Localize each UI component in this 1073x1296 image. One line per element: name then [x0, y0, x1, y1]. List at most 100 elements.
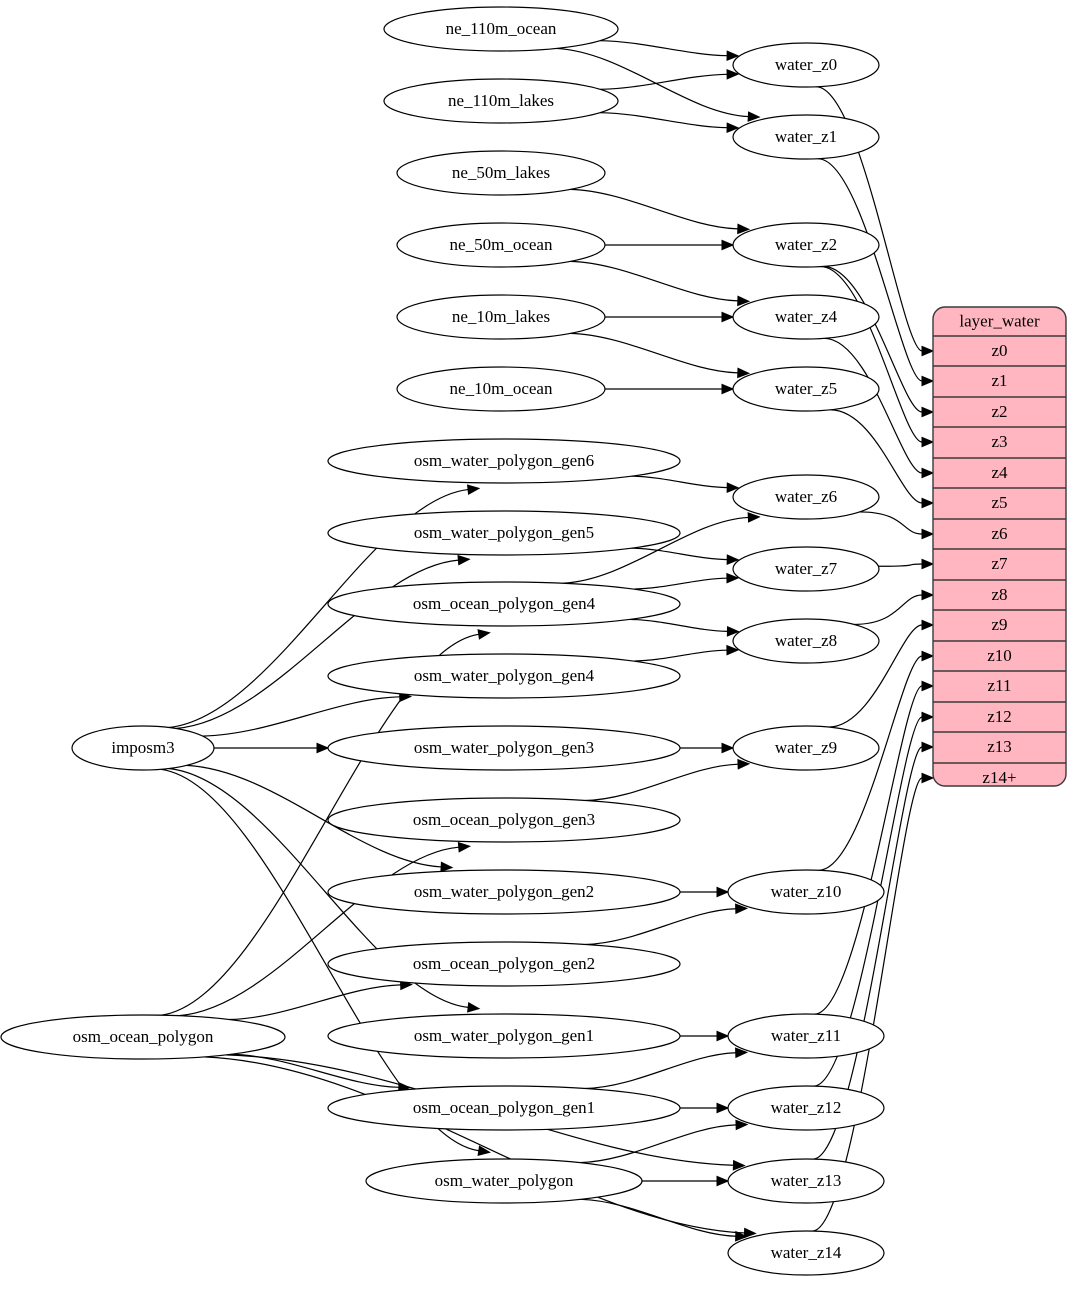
- edge-arrowhead: [921, 406, 935, 418]
- node-label: water_z5: [775, 379, 837, 398]
- table-row[interactable]: z2: [933, 396, 1066, 421]
- node-water_z11[interactable]: water_z11: [727, 1013, 885, 1059]
- edge-arrowhead: [747, 111, 761, 122]
- node-water_z13[interactable]: water_z13: [727, 1158, 885, 1204]
- node-water_z7[interactable]: water_z7: [732, 546, 880, 592]
- edge-path: [562, 516, 749, 584]
- edge-arrowhead: [726, 644, 740, 656]
- table-row[interactable]: z9: [933, 609, 1066, 634]
- edge-path: [600, 40, 728, 57]
- node-osm_water_polygon_gen4[interactable]: osm_water_polygon_gen4: [327, 653, 681, 699]
- edge-arrowhead: [726, 626, 740, 637]
- node-label: osm_water_polygon_gen1: [414, 1026, 594, 1045]
- edge-arrowhead: [921, 619, 935, 631]
- table-row[interactable]: z7: [933, 548, 1066, 573]
- table-header-label: layer_water: [959, 311, 1040, 330]
- edge-arrowhead: [921, 528, 935, 540]
- node-water_z10[interactable]: water_z10: [727, 869, 885, 915]
- table-row[interactable]: z6: [933, 518, 1066, 543]
- edge-arrowhead: [457, 554, 471, 566]
- node-water_z6[interactable]: water_z6: [732, 474, 880, 520]
- edge-water_z6-to-z6: [859, 511, 935, 540]
- table-row[interactable]: z13: [933, 731, 1066, 756]
- node-water_z0[interactable]: water_z0: [732, 42, 880, 88]
- layer-water-table[interactable]: layer_water z0 z1 z2 z3 z4 z5 z6 z7 z8 z9 z10 z11 z12…: [932, 306, 1067, 787]
- node-osm_ocean_polygon_gen4[interactable]: osm_ocean_polygon_gen4: [327, 581, 681, 627]
- node-water_z5[interactable]: water_z5: [732, 366, 880, 412]
- node-ne_110m_lakes[interactable]: ne_110m_lakes: [383, 78, 619, 124]
- node-water_z2[interactable]: water_z2: [732, 222, 880, 268]
- table-row[interactable]: z14+: [933, 762, 1066, 787]
- table-row[interactable]: z1: [933, 365, 1066, 390]
- table-row[interactable]: z0: [933, 335, 1066, 360]
- node-ne_50m_lakes[interactable]: ne_50m_lakes: [396, 150, 606, 196]
- node-label: osm_ocean_polygon_gen3: [413, 810, 595, 829]
- edge-osm_ocean_polygon_gen4-to-water_z6: [562, 512, 761, 584]
- row-label: z13: [987, 737, 1012, 756]
- edge-osm_ocean_polygon_gen1-to-water_z11: [585, 1047, 749, 1090]
- edge-water_z8-to-z8: [853, 589, 935, 626]
- edge-path: [817, 158, 923, 382]
- table-row[interactable]: z3: [933, 426, 1066, 451]
- node-water_z12[interactable]: water_z12: [727, 1085, 885, 1131]
- edge-path: [633, 649, 727, 662]
- edge-arrowhead: [721, 239, 735, 251]
- node-label: osm_water_polygon_gen4: [414, 666, 595, 685]
- edge-ne_10m_lakes-to-water_z4: [605, 311, 735, 323]
- node-osm_water_polygon[interactable]: osm_water_polygon: [365, 1158, 643, 1204]
- node-label: osm_water_polygon_gen5: [414, 523, 594, 542]
- table-row[interactable]: z11: [933, 670, 1066, 695]
- node-water_z14[interactable]: water_z14: [727, 1230, 885, 1276]
- node-ne_10m_ocean[interactable]: ne_10m_ocean: [396, 366, 606, 412]
- node-shape: [732, 42, 880, 88]
- edge-arrowhead: [737, 295, 751, 307]
- node-water_z1[interactable]: water_z1: [732, 114, 880, 160]
- table-row[interactable]: z4: [933, 457, 1066, 482]
- node-osm_ocean_polygon_gen3[interactable]: osm_ocean_polygon_gen3: [327, 797, 681, 843]
- node-label: water_z9: [775, 738, 837, 757]
- node-label: osm_water_polygon_gen3: [414, 738, 594, 757]
- edge-water_z10-to-z10: [818, 650, 935, 871]
- node-imposm3[interactable]: imposm3: [71, 725, 215, 771]
- edge-path: [600, 73, 728, 90]
- edge-ne_10m_ocean-to-water_z5: [605, 383, 735, 395]
- node-osm_water_polygon_gen5[interactable]: osm_water_polygon_gen5: [327, 510, 681, 556]
- table-row[interactable]: z8: [933, 579, 1066, 604]
- node-ne_50m_ocean[interactable]: ne_50m_ocean: [396, 222, 606, 268]
- node-osm_ocean_polygon_gen2[interactable]: osm_ocean_polygon_gen2: [327, 941, 681, 987]
- table-row[interactable]: z5: [933, 487, 1066, 512]
- node-water_z8[interactable]: water_z8: [732, 618, 880, 664]
- node-ne_10m_lakes[interactable]: ne_10m_lakes: [396, 294, 606, 340]
- edge-ne_110m_ocean-to-water_z1: [555, 47, 761, 122]
- table-row[interactable]: z10: [933, 640, 1066, 665]
- node-shape: [71, 725, 215, 771]
- node-label: ne_10m_ocean: [450, 379, 553, 398]
- node-shape: [732, 222, 880, 268]
- node-osm_water_polygon_gen6[interactable]: osm_water_polygon_gen6: [327, 438, 681, 484]
- edge-water_z4-to-z4: [824, 337, 935, 479]
- node-osm_ocean_polygon[interactable]: osm_ocean_polygon: [0, 1014, 286, 1060]
- table-row[interactable]: z12: [933, 701, 1066, 726]
- edge-arrowhead: [716, 1102, 730, 1114]
- edge-arrowhead: [921, 558, 935, 570]
- node-water_z4[interactable]: water_z4: [732, 294, 880, 340]
- node-shape: [727, 1158, 885, 1204]
- node-osm_ocean_polygon_gen1[interactable]: osm_ocean_polygon_gen1: [327, 1085, 681, 1131]
- node-shape: [327, 941, 681, 987]
- node-osm_water_polygon_gen3[interactable]: osm_water_polygon_gen3: [327, 725, 681, 771]
- edge-water_z5-to-z5: [830, 409, 935, 509]
- node-water_z9[interactable]: water_z9: [732, 725, 880, 771]
- edge-arrowhead: [747, 512, 761, 523]
- edge-path: [585, 908, 736, 946]
- node-shape: [327, 581, 681, 627]
- node-shape: [732, 725, 880, 771]
- node-shape: [396, 366, 606, 412]
- node-label: ne_110m_ocean: [446, 19, 557, 38]
- node-osm_water_polygon_gen1[interactable]: osm_water_polygon_gen1: [327, 1013, 681, 1059]
- node-ne_110m_ocean[interactable]: ne_110m_ocean: [383, 6, 619, 52]
- node-label: osm_water_polygon: [435, 1171, 574, 1190]
- node-osm_water_polygon_gen2[interactable]: osm_water_polygon_gen2: [327, 869, 681, 915]
- edge-arrowhead: [921, 711, 935, 723]
